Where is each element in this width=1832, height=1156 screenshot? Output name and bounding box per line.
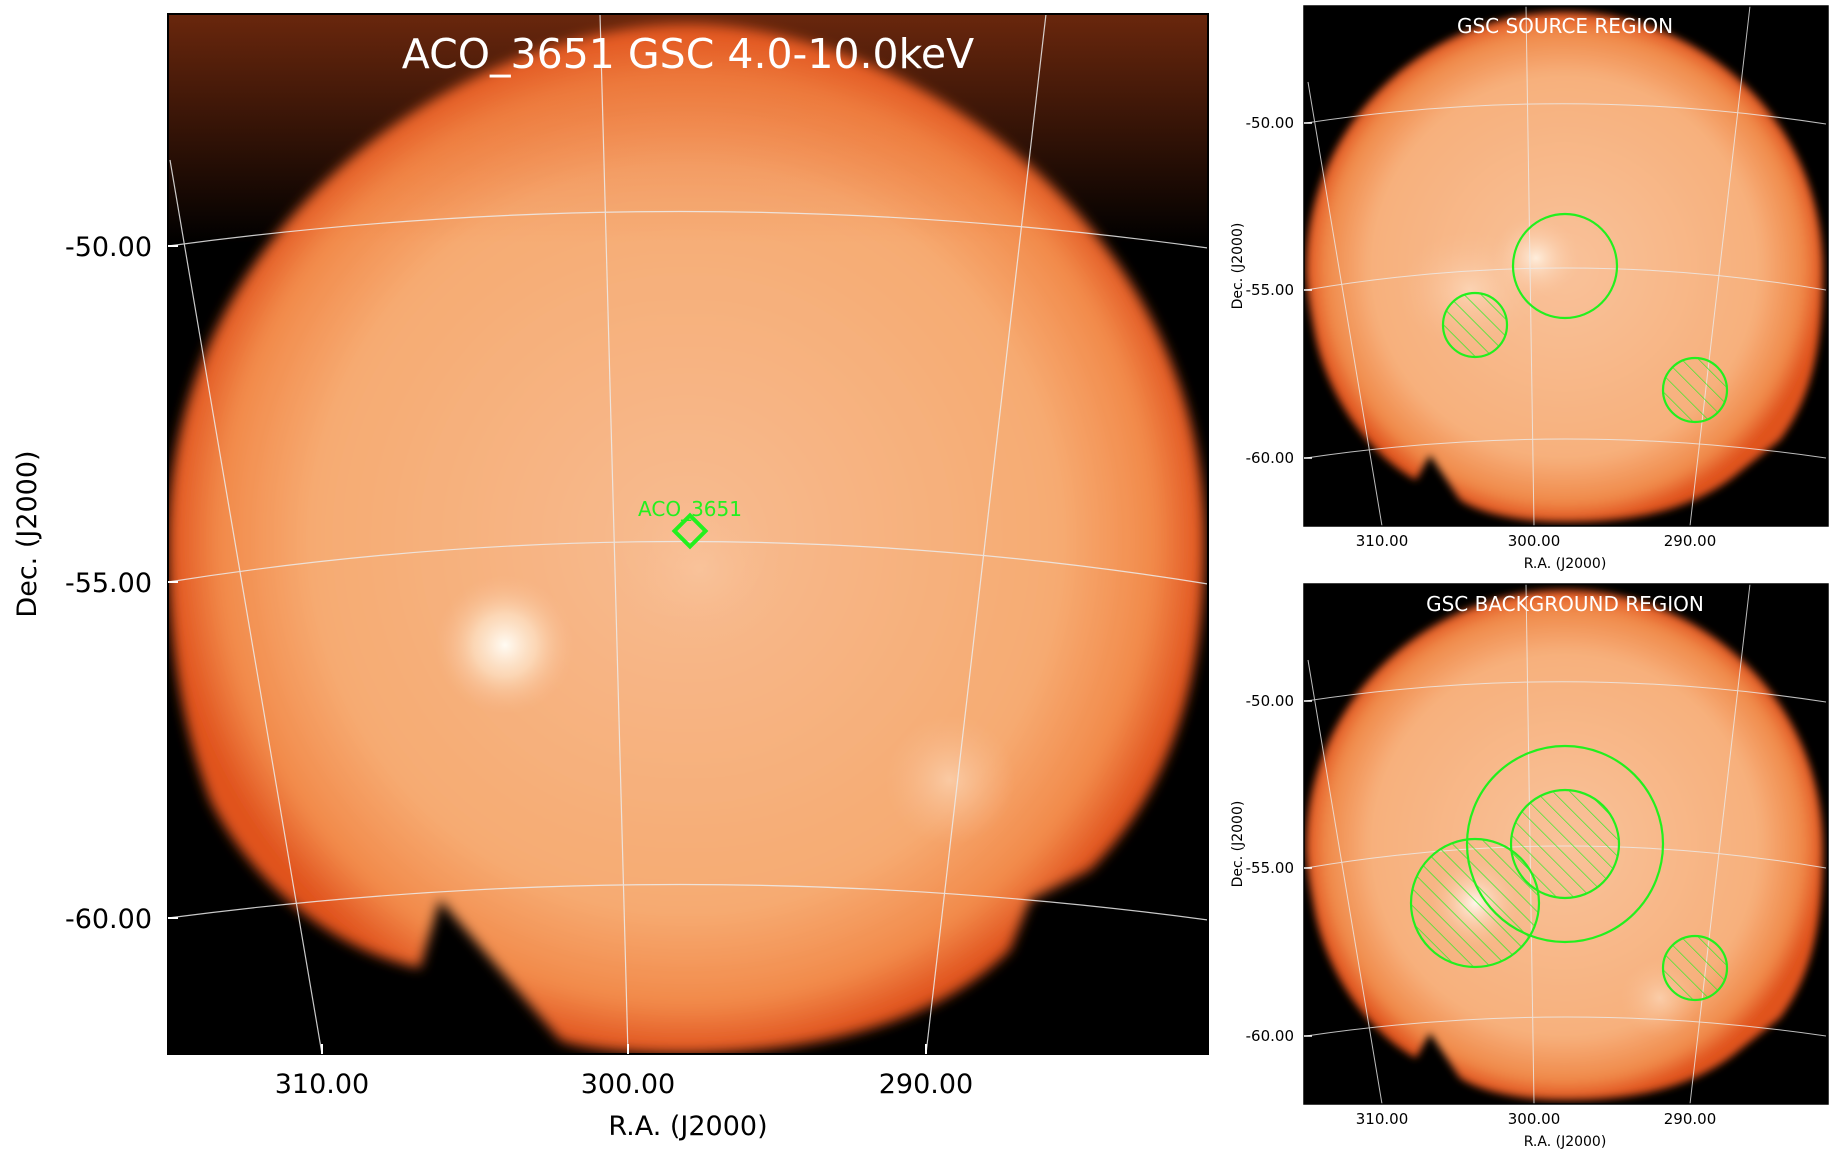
source-ytick-1: -50.00 [1246,114,1294,132]
background-ytick-2: -55.00 [1246,859,1294,877]
source-xtick-3: 290.00 [1664,532,1717,550]
source-ytick-3: -60.00 [1246,449,1294,467]
background-ylabel: Dec. (J2000) [1230,801,1246,888]
main-xtick-2: 300.00 [581,1069,675,1100]
source-region-panel: GSC SOURCE REGION -50.00 -55.00 -60.00 3… [1230,5,1829,572]
excluded-circle-1 [1441,291,1509,359]
excluded-faint-circle [1661,934,1729,1002]
main-title: ACO_3651 GSC 4.0-10.0keV [402,30,974,78]
main-ylabel: Dec. (J2000) [12,450,43,617]
source-xtick-2: 300.00 [1508,532,1561,550]
main-frame [167,13,1209,1055]
main-xtick-3: 290.00 [879,1069,973,1100]
main-panel: ACO_3651 ACO_3651 GSC 4.0-10.0keV -50.00… [12,13,1209,1142]
faint-hotspot [885,715,1015,845]
source-ytick-2: -55.00 [1246,281,1294,299]
excluded-circle-2 [1661,356,1729,424]
main-xlabel: R.A. (J2000) [608,1111,767,1142]
main-ticks [168,245,927,1054]
background-region-panel: GSC BACKGROUND REGION -50.00 -55.00 -60.… [1230,583,1829,1150]
source-xtick-1: 310.00 [1356,532,1409,550]
source-label: ACO_3651 [638,497,742,521]
main-ytick-3: -60.00 [65,904,152,935]
background-panel-title: GSC BACKGROUND REGION [1426,592,1704,616]
main-image: ACO_3651 ACO_3651 GSC 4.0-10.0keV [168,14,1208,1054]
source-marker [671,512,709,550]
source-circle [1511,212,1619,320]
coordinate-grid [168,14,1208,1054]
source-ylabel: Dec. (J2000) [1230,223,1246,310]
excluded-bright-circle [1409,837,1541,969]
background-ytick-3: -60.00 [1246,1027,1294,1045]
background-xtick-2: 300.00 [1508,1110,1561,1128]
source-panel-title: GSC SOURCE REGION [1457,14,1673,38]
main-ytick-2: -55.00 [65,568,152,599]
main-xtick-1: 310.00 [275,1069,369,1100]
background-ytick-1: -50.00 [1246,692,1294,710]
background-xtick-3: 290.00 [1664,1110,1717,1128]
source-xlabel: R.A. (J2000) [1524,556,1607,572]
main-ytick-1: -50.00 [65,232,152,263]
background-xlabel: R.A. (J2000) [1524,1134,1607,1150]
hotspot [435,575,575,715]
background-xtick-1: 310.00 [1356,1110,1409,1128]
excluded-source-circle [1509,788,1621,900]
